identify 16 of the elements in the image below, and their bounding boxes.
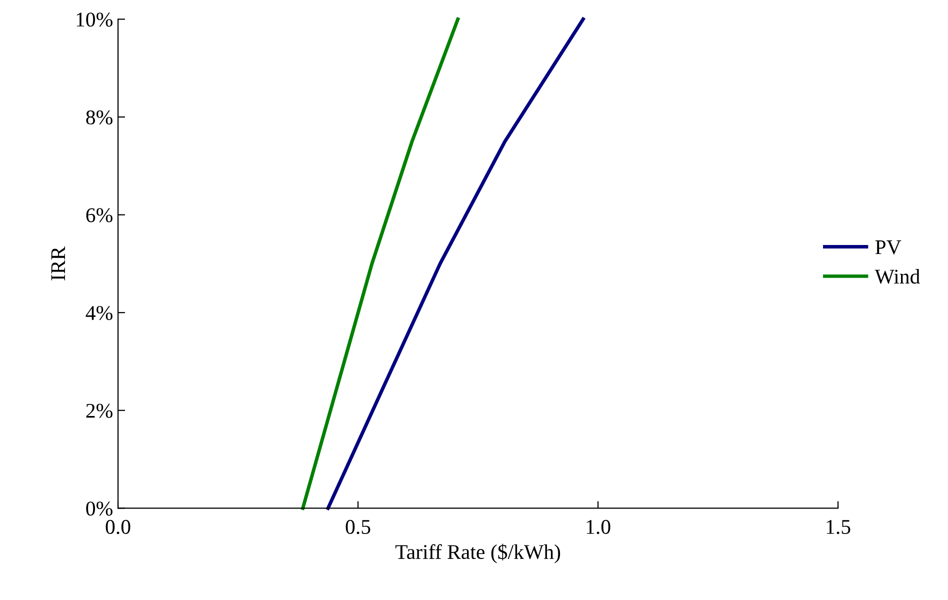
y-axis-title: IRR [51, 246, 65, 280]
legend-label: Wind [874, 269, 920, 284]
legend-label: PV [875, 240, 902, 254]
y-tick-label: 2% [86, 404, 112, 418]
x-tick-label: 0.0 [106, 520, 130, 534]
y-tick-label: 0% [86, 502, 112, 516]
y-tick-label: 8% [86, 110, 112, 124]
y-tick-label: 4% [86, 306, 112, 320]
line-series [301, 17, 460, 510]
x-tick-label: 1.5 [826, 520, 850, 534]
x-tick-label: 0.5 [346, 520, 370, 534]
line-series [326, 17, 585, 510]
y-tick-label: 10% [76, 12, 112, 27]
x-axis-title: Tariff Rate ($/kWh) [395, 544, 560, 564]
y-tick-label: 6% [86, 208, 112, 222]
x-tick-label: 1.0 [586, 520, 610, 534]
